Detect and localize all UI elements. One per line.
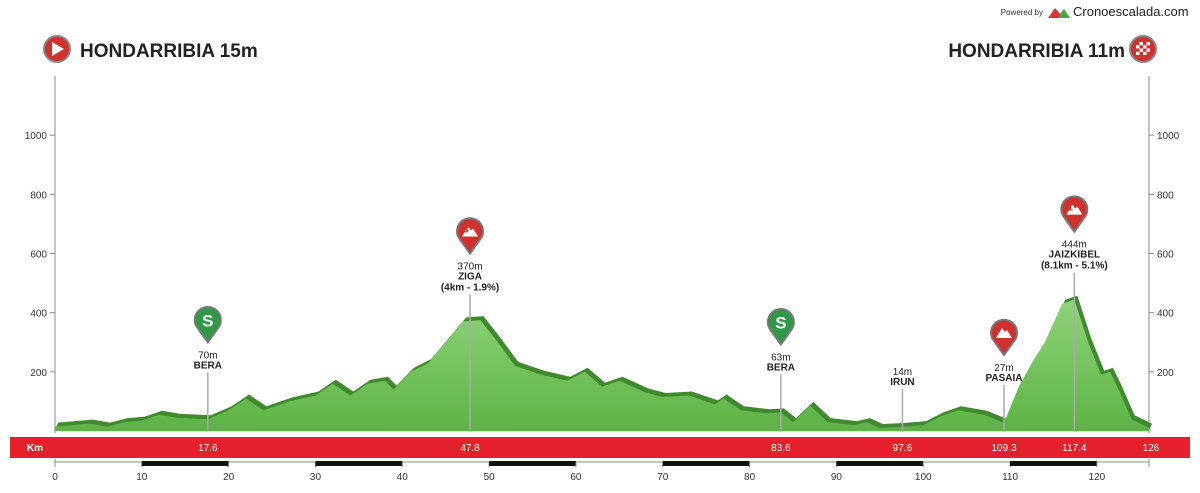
point-label: PASAIA	[985, 373, 1022, 384]
y-tick-label: 200	[30, 368, 47, 379]
pin-mountain	[462, 226, 479, 237]
pin-badge: 3	[463, 225, 469, 236]
km-bar	[10, 437, 1190, 458]
km-bar-label: 47.8	[460, 443, 480, 454]
point-pin	[766, 308, 795, 347]
x-tick-label: 90	[831, 472, 843, 483]
x-tick-label: 100	[915, 472, 932, 483]
km-bar-label: 83.6	[771, 443, 791, 454]
y-tick-label-right: 400	[1157, 309, 1174, 320]
km-bar-end: 126	[1143, 443, 1160, 454]
x-tick-label: 20	[223, 472, 235, 483]
km-label: Km	[27, 443, 43, 454]
x-tick-label: 60	[570, 472, 582, 483]
x-scale-band	[141, 461, 229, 466]
y-tick-label-right: 800	[1157, 190, 1174, 201]
pin-badge: S	[202, 311, 213, 330]
point-label: IRUN	[890, 377, 914, 388]
x-tick-label: 40	[397, 472, 409, 483]
point-label: (8.1km - 5.1%)	[1041, 261, 1108, 272]
point-label: BERA	[194, 360, 222, 371]
x-scale-band	[1010, 461, 1097, 466]
y-tick-label-right: 200	[1157, 368, 1174, 379]
finish-checks	[1136, 42, 1150, 55]
y-tick-label: 400	[30, 309, 47, 320]
brand-logo-2	[1058, 9, 1070, 18]
km-bar-label: 117.4	[1062, 443, 1087, 454]
finish-label: HONDARRIBIA 11m	[948, 41, 1125, 62]
y-tick-label: 1000	[25, 131, 48, 142]
powered-by: Powered by	[1001, 8, 1043, 17]
x-tick-label: 50	[484, 472, 496, 483]
point-label: 63m	[771, 352, 790, 363]
pin-mountain	[996, 328, 1013, 339]
point-label: (4km - 1.9%)	[441, 283, 499, 294]
point-label: 14m	[893, 367, 912, 378]
pin-badge: S	[775, 313, 786, 332]
x-tick-label: 120	[1089, 472, 1106, 483]
x-tick-label: 10	[136, 472, 148, 483]
point-label: BERA	[767, 362, 795, 373]
start-label: HONDARRIBIA 15m	[80, 41, 258, 62]
point-label: JAIZKIBEL	[1048, 250, 1100, 261]
km-bar-label: 97.6	[893, 443, 913, 454]
point-label: 444m	[1062, 240, 1087, 251]
x-tick-label: 0	[52, 472, 58, 483]
km-bar-label: 17.6	[198, 443, 218, 454]
finish-flag	[1136, 42, 1150, 55]
start-play	[52, 42, 64, 56]
elevation-area	[55, 299, 1149, 431]
x-tick-label: 30	[310, 472, 322, 483]
x-tick-label: 110	[1002, 472, 1018, 483]
point-label: 27m	[994, 363, 1013, 374]
point-pin	[193, 305, 222, 345]
brand: Cronoescalada.com	[1073, 4, 1189, 19]
km-bar-label: 109.3	[991, 443, 1016, 454]
y-tick-label-right: 1000	[1157, 131, 1180, 142]
y-tick-label: 800	[30, 190, 47, 201]
x-scale-band	[315, 461, 403, 466]
x-scale-band	[662, 461, 750, 466]
pin-mountain	[1066, 204, 1083, 215]
pin-badge: 1	[1068, 203, 1074, 214]
point-label: ZIGA	[458, 272, 482, 283]
x-tick-label: 70	[657, 472, 669, 483]
x-scale-band	[836, 461, 924, 466]
x-tick-label: 80	[744, 472, 756, 483]
x-scale-band	[489, 461, 576, 466]
y-tick-label-right: 600	[1157, 250, 1174, 261]
y-tick-label: 600	[30, 250, 47, 261]
point-label: 370m	[458, 262, 483, 273]
point-label: 70m	[198, 350, 217, 361]
